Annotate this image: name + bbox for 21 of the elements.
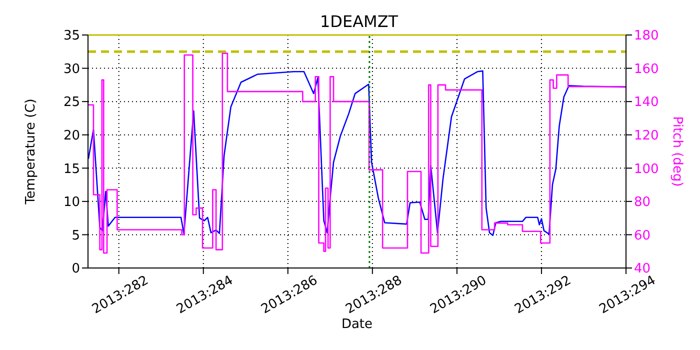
y2-axis-title: Pitch (deg) bbox=[669, 116, 684, 187]
y-tick-label: 10 bbox=[63, 195, 80, 210]
y2-tick-label: 100 bbox=[634, 162, 659, 177]
y2-tick-label: 120 bbox=[634, 128, 659, 144]
y-tick-label: 35 bbox=[63, 28, 80, 44]
y-tick-label: 15 bbox=[63, 162, 80, 177]
y2-tick-label: 60 bbox=[634, 228, 651, 244]
y-tick-label: 0 bbox=[72, 262, 80, 277]
y2-tick-label: 140 bbox=[634, 95, 659, 110]
y-tick-label: 20 bbox=[63, 128, 80, 144]
y2-tick-label: 80 bbox=[634, 195, 651, 210]
y-axis-title: Temperature (C) bbox=[24, 98, 39, 206]
y2-tick-label: 160 bbox=[634, 62, 659, 77]
line-series bbox=[88, 70, 626, 236]
y2-tick-label: 180 bbox=[634, 28, 659, 44]
y-tick-label: 30 bbox=[63, 62, 80, 77]
x-axis-title: Date bbox=[341, 317, 373, 332]
y-tick-label: 5 bbox=[72, 228, 80, 244]
y2-tick-label: 40 bbox=[634, 262, 651, 277]
y-tick-label: 25 bbox=[63, 95, 80, 110]
chart-title: 1DEAMZT bbox=[318, 12, 400, 31]
